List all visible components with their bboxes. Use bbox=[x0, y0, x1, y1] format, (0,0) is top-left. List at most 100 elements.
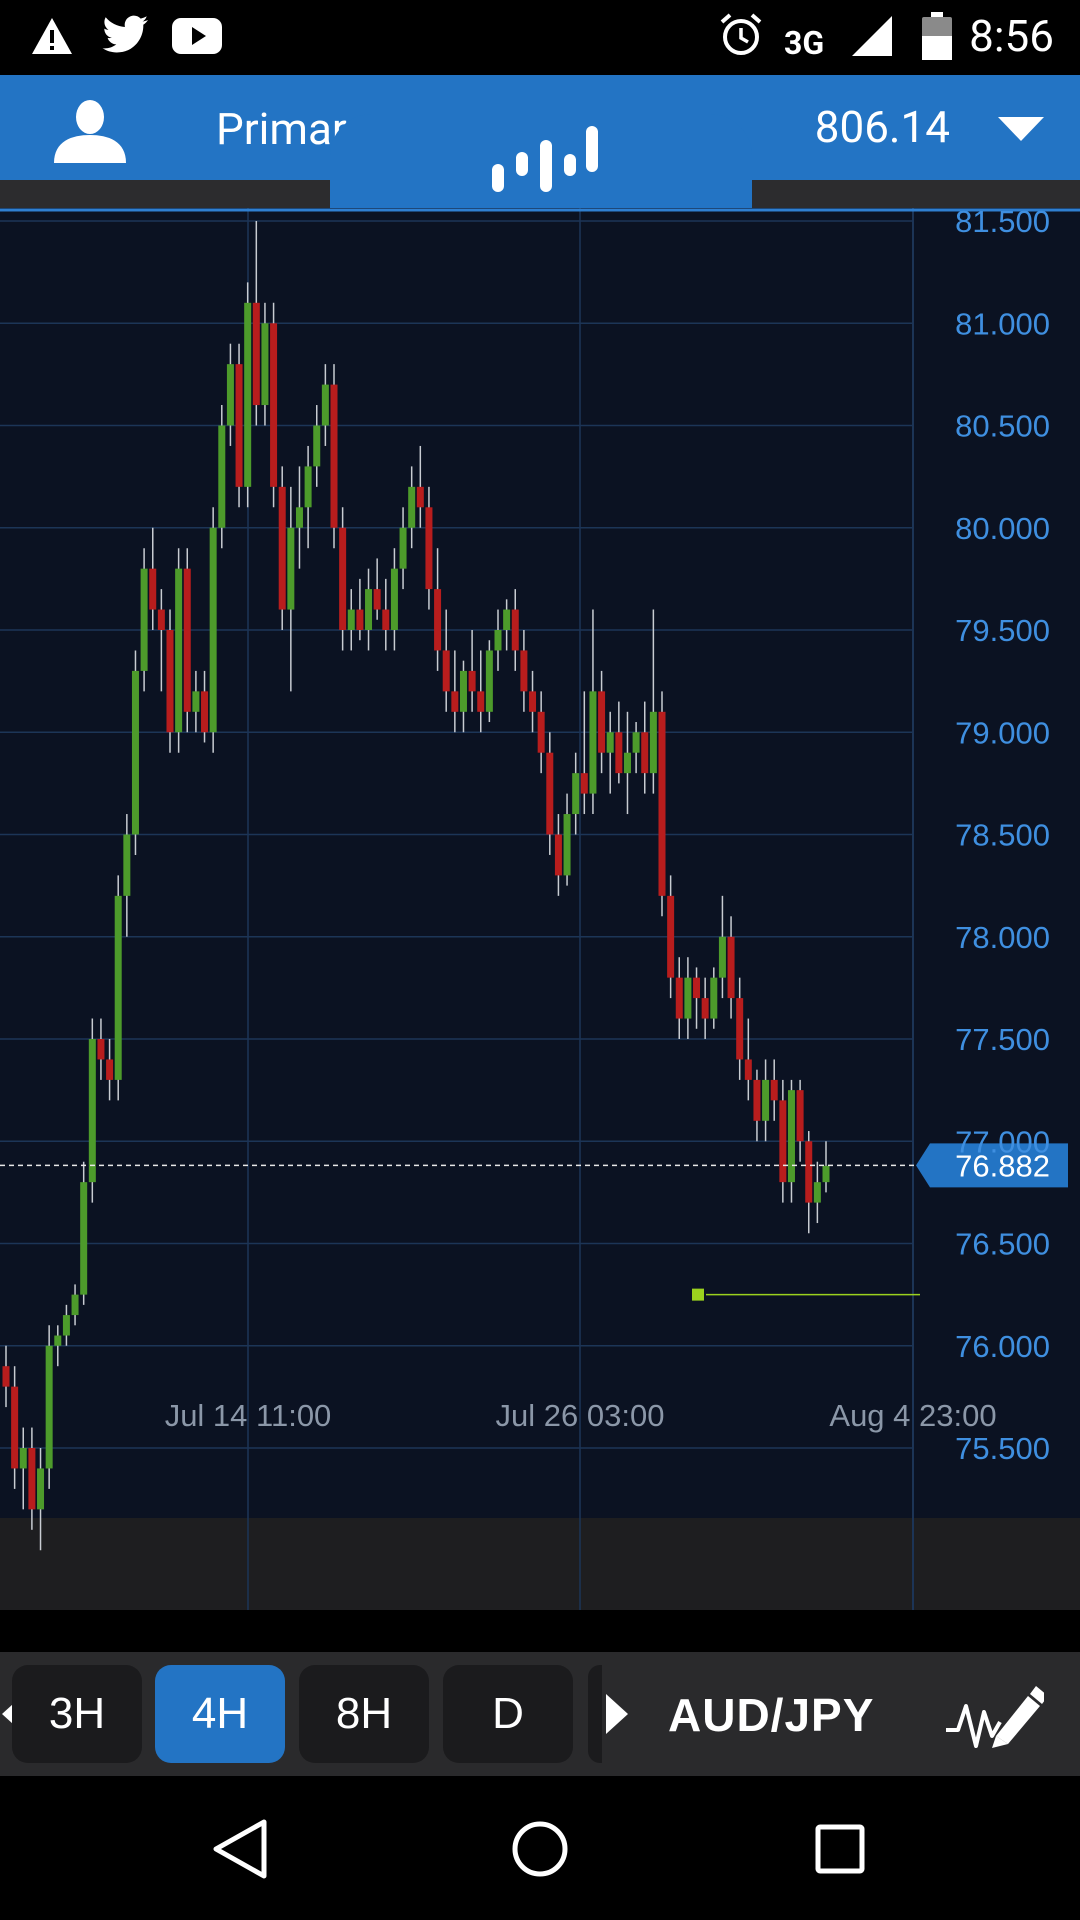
candle-body bbox=[37, 1468, 45, 1510]
timeframe-8h-button[interactable]: 8H bbox=[299, 1665, 429, 1763]
candle-body bbox=[813, 1182, 821, 1203]
candle-body bbox=[779, 1100, 787, 1183]
candle-body bbox=[149, 568, 157, 610]
candle-body bbox=[511, 609, 519, 651]
navigation-bar bbox=[0, 1776, 1080, 1920]
recents-icon[interactable] bbox=[815, 1824, 865, 1874]
candle-body bbox=[261, 323, 269, 406]
timeframe-4h-button[interactable]: 4H bbox=[155, 1665, 285, 1763]
time-axis-strip bbox=[0, 1518, 1080, 1610]
candle-body bbox=[97, 1039, 105, 1060]
candle-body bbox=[28, 1448, 36, 1510]
timeframe-d-button[interactable]: D bbox=[443, 1665, 573, 1763]
chart-toolbar: 3H 4H 8H D AUD/JPY bbox=[0, 1652, 1080, 1776]
current-price-label-bg bbox=[916, 1143, 1068, 1188]
candle-body bbox=[598, 691, 606, 753]
candle-body bbox=[399, 527, 407, 569]
price-chart-area[interactable]: 76.882 81.500 81.000 80.500 80.000 79.500 79.… bbox=[0, 208, 1080, 1610]
candle-body bbox=[770, 1079, 778, 1101]
candle-body bbox=[54, 1335, 62, 1346]
chevron-down-icon[interactable] bbox=[998, 117, 1044, 143]
candle-body bbox=[339, 527, 347, 630]
candle-body bbox=[529, 691, 537, 712]
candle-body bbox=[62, 1315, 70, 1336]
candlestick-chart[interactable]: 76.882 81.500 81.000 80.500 80.000 79.500 79.… bbox=[0, 208, 1080, 1610]
candle-body bbox=[19, 1448, 27, 1469]
candle-body bbox=[166, 630, 174, 733]
candle-body bbox=[373, 589, 381, 610]
candle-body bbox=[330, 384, 338, 528]
candle-body bbox=[442, 650, 450, 692]
symbol-selector[interactable]: AUD/JPY bbox=[668, 1689, 875, 1741]
scroll-right-icon[interactable] bbox=[606, 1694, 628, 1734]
candle-body bbox=[658, 711, 666, 896]
y-tick-label: 75.500 bbox=[955, 1431, 1050, 1466]
signal-icon bbox=[852, 16, 892, 56]
candle-body bbox=[477, 691, 485, 712]
candle-body bbox=[321, 384, 329, 426]
candle-body bbox=[736, 998, 744, 1060]
candle-body bbox=[822, 1165, 830, 1183]
candle-body bbox=[537, 711, 545, 753]
candle-body bbox=[762, 1079, 770, 1121]
y-tick-label: 77.500 bbox=[955, 1022, 1050, 1057]
candle-body bbox=[382, 609, 390, 630]
chart-toggle-tab[interactable] bbox=[330, 114, 752, 210]
candle-body bbox=[701, 998, 709, 1019]
candle-body bbox=[554, 834, 562, 876]
candle-body bbox=[365, 589, 373, 630]
chart-bars-icon bbox=[492, 126, 598, 192]
candle-body bbox=[710, 977, 718, 1019]
candle-body bbox=[287, 527, 295, 610]
y-tick-label: 79.000 bbox=[955, 715, 1050, 750]
timeframe-next-button-edge[interactable] bbox=[588, 1665, 602, 1763]
candle-body bbox=[787, 1090, 795, 1183]
x-tick-label: Jul 14 11:00 bbox=[165, 1398, 332, 1433]
y-tick-label: 80.500 bbox=[955, 409, 1050, 444]
account-name[interactable]: Primar bbox=[216, 103, 347, 155]
candle-body bbox=[114, 895, 122, 1080]
x-tick-label: Jul 26 03:00 bbox=[496, 1398, 665, 1433]
candle-body bbox=[192, 691, 200, 712]
candle-body bbox=[123, 834, 131, 896]
user-icon[interactable] bbox=[52, 99, 128, 163]
candle-body bbox=[744, 1059, 752, 1080]
candle-body bbox=[278, 486, 286, 610]
candle-body bbox=[434, 589, 442, 651]
candle-body bbox=[218, 425, 226, 528]
candle-body bbox=[252, 302, 260, 406]
clock: 8:56 bbox=[969, 10, 1054, 62]
candle-body bbox=[226, 364, 234, 426]
candle-body bbox=[175, 568, 183, 733]
y-tick-label: 81.500 bbox=[955, 208, 1050, 239]
candle-body bbox=[201, 691, 209, 733]
candle-body bbox=[805, 1141, 813, 1203]
candle-body bbox=[390, 568, 398, 630]
candle-body bbox=[718, 936, 726, 978]
back-icon[interactable] bbox=[212, 1818, 268, 1880]
candle-body bbox=[45, 1345, 53, 1469]
candle-body bbox=[209, 527, 217, 733]
candle-body bbox=[580, 773, 588, 794]
y-tick-label: 76.000 bbox=[955, 1329, 1050, 1364]
timeframe-3h-button[interactable]: 3H bbox=[12, 1665, 142, 1763]
candle-body bbox=[295, 507, 303, 528]
candle-body bbox=[459, 670, 467, 712]
home-icon[interactable] bbox=[511, 1820, 569, 1878]
order-level-handle[interactable] bbox=[690, 1286, 706, 1303]
candle-body bbox=[667, 895, 675, 978]
candle-body bbox=[684, 977, 692, 1019]
y-tick-label: 80.000 bbox=[955, 511, 1050, 546]
candle-body bbox=[649, 711, 657, 774]
candle-body bbox=[632, 732, 640, 753]
network-type: 3G bbox=[784, 24, 825, 62]
candle-body bbox=[131, 670, 139, 835]
current-price-label: 76.882 bbox=[955, 1148, 1050, 1183]
candle-body bbox=[546, 752, 554, 835]
candle-body bbox=[11, 1386, 19, 1469]
y-tick-label: 78.500 bbox=[955, 818, 1050, 853]
status-bar: 3G 8:56 bbox=[0, 0, 1080, 75]
draw-tools-icon[interactable] bbox=[944, 1678, 1044, 1752]
candle-body bbox=[468, 670, 476, 692]
y-tick-label: 79.500 bbox=[955, 613, 1050, 648]
